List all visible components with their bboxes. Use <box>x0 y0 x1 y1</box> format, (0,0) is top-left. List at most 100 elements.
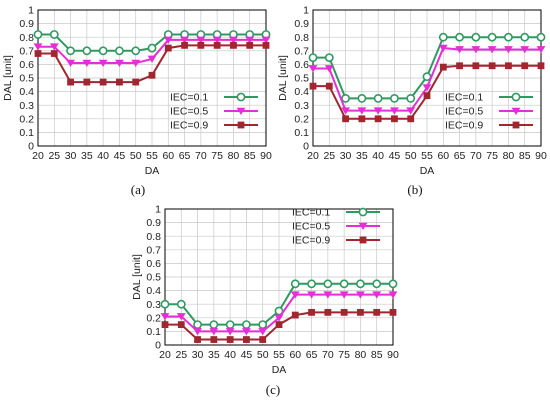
x-tick-label: 40 <box>97 150 109 162</box>
data-point <box>49 43 59 51</box>
data-point <box>34 50 42 57</box>
x-tick-label: 90 <box>260 150 272 162</box>
y-tick-label: 0.3 <box>146 299 161 311</box>
data-point <box>471 32 481 42</box>
data-point <box>323 279 333 289</box>
x-tick-label: 30 <box>65 150 77 162</box>
data-point <box>212 36 222 44</box>
data-point <box>389 308 397 316</box>
chart-c: 0 0.1 0.20.3 0.40.5 0.6 0.70.8 0.91 20 25 30 35 40 4… <box>131 204 399 397</box>
data-point <box>98 46 108 56</box>
data-point <box>193 320 202 329</box>
data-point <box>390 107 399 115</box>
x-tick-label: 70 <box>470 150 482 162</box>
legend-label: IEC=0.1 <box>445 92 483 104</box>
data-point <box>291 311 299 319</box>
data-point <box>472 62 480 70</box>
x-tick-label: 85 <box>371 349 383 361</box>
data-point <box>116 78 123 86</box>
data-point <box>258 320 268 329</box>
data-point <box>324 308 332 316</box>
x-tick-label: 20 <box>32 150 44 162</box>
data-point <box>290 291 300 299</box>
legend-label: IEC=0.9 <box>292 235 330 247</box>
x-axis-label: DA <box>145 165 160 177</box>
x-tick-label: 60 <box>289 349 301 361</box>
x-tick-label: 40 <box>372 150 384 162</box>
y-tick-label: 0.8 <box>19 32 34 44</box>
series-IEC=0.9 <box>309 62 545 123</box>
y-tick-label: 0.9 <box>19 18 34 30</box>
data-point <box>226 336 234 343</box>
series-IEC=0.1 <box>308 32 546 103</box>
data-point <box>213 41 221 49</box>
data-point <box>536 46 546 54</box>
data-point <box>242 320 251 329</box>
x-tick-label: 25 <box>175 349 187 361</box>
y-tick-label: 0 <box>155 340 161 352</box>
x-tick-label: 45 <box>389 150 401 162</box>
data-point <box>259 336 267 343</box>
y-tick-label: 0.2 <box>294 113 309 125</box>
data-point <box>407 115 415 123</box>
data-point <box>242 328 251 336</box>
y-tick-label: 0.1 <box>19 127 34 139</box>
y-axis-label: DAL [unit] <box>131 254 143 300</box>
data-point <box>49 30 59 39</box>
data-point <box>521 62 529 70</box>
data-point <box>308 65 318 73</box>
x-tick-label: 20 <box>159 349 171 361</box>
data-point <box>132 78 140 86</box>
y-tick-label: 0.4 <box>294 86 309 98</box>
chart-a: 0 0.1 0.20.3 0.40.5 0.6 0.70.8 0.91 20 25 30 35 40 4… <box>2 5 272 197</box>
data-point <box>356 279 365 289</box>
data-point <box>537 62 545 70</box>
data-point <box>487 32 497 42</box>
legend: IEC=0.1 IEC=0.5 IEC=0.9 <box>292 207 380 247</box>
data-point <box>243 336 250 343</box>
x-tick-label: 50 <box>257 349 269 361</box>
series-IEC=0.1 <box>33 30 271 56</box>
plot-frame <box>164 208 394 346</box>
data-point <box>422 84 432 92</box>
data-point <box>147 43 157 53</box>
legend: IEC=0.1 IEC=0.5 IEC=0.9 <box>170 92 258 132</box>
y-tick-label: 1 <box>28 5 34 17</box>
data-point <box>229 36 238 44</box>
data-point <box>406 94 416 103</box>
data-point <box>131 59 141 67</box>
x-tick-label: 80 <box>503 150 515 162</box>
x-tick-label: 55 <box>273 349 285 361</box>
data-point <box>357 107 367 115</box>
x-tick-label: 35 <box>208 349 220 361</box>
subfigure-caption: (c) <box>266 382 280 397</box>
y-tick-label: 0.9 <box>294 18 309 30</box>
legend-swatch-marker <box>511 107 521 115</box>
data-point <box>504 32 513 42</box>
x-tick-label: 30 <box>192 349 204 361</box>
data-point <box>372 279 382 289</box>
legend-label: IEC=0.5 <box>292 221 330 233</box>
x-tick-label: 70 <box>195 150 207 162</box>
y-tick-label: 0.6 <box>146 258 161 270</box>
x-tick-label: 35 <box>81 150 93 162</box>
data-point <box>339 291 349 299</box>
data-point <box>176 313 186 321</box>
data-point <box>164 44 172 52</box>
chart-b: 0 0.1 0.20.3 0.40.5 0.6 0.70.8 0.91 20 25 30 35 40 4… <box>277 5 547 197</box>
y-tick-label: 0 <box>303 141 309 153</box>
data-point <box>340 308 348 316</box>
x-tick-label: 70 <box>322 349 334 361</box>
data-point <box>372 291 382 299</box>
data-point <box>357 308 364 316</box>
y-tick-label: 0.5 <box>19 73 34 85</box>
data-point <box>423 92 431 100</box>
data-point <box>504 46 513 54</box>
x-tick-label: 55 <box>146 150 158 162</box>
series-IEC=0.9 <box>34 41 270 86</box>
data-point <box>225 328 235 336</box>
data-point <box>131 46 141 56</box>
x-tick-label: 45 <box>241 349 253 361</box>
data-point <box>439 63 447 71</box>
